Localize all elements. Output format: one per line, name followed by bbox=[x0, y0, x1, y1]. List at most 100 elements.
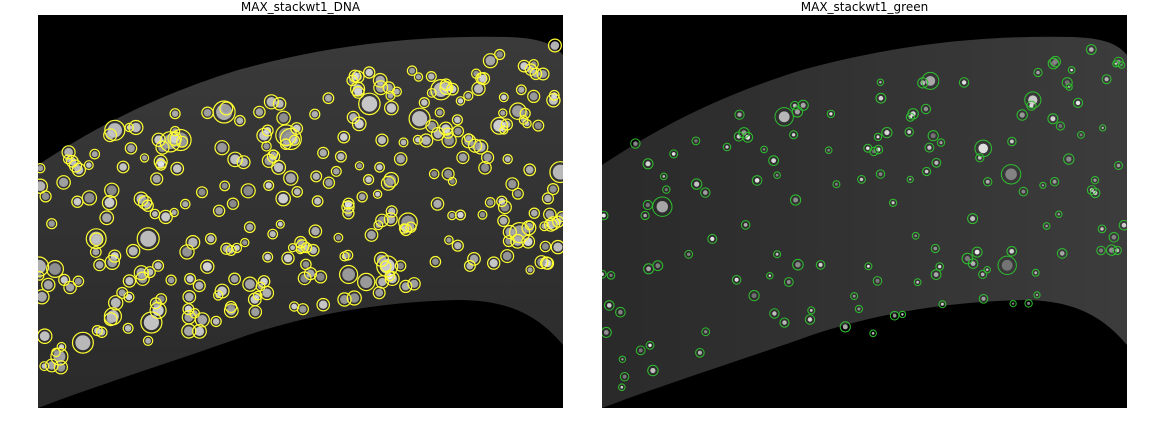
detection-circle bbox=[219, 180, 231, 192]
nucleus bbox=[239, 157, 248, 167]
detection-circle bbox=[196, 186, 209, 199]
detection-circle bbox=[1049, 177, 1060, 187]
nucleus bbox=[433, 199, 442, 208]
detection-circle bbox=[68, 159, 83, 173]
spot bbox=[602, 272, 604, 276]
nucleus bbox=[349, 113, 358, 122]
detection-circle bbox=[384, 100, 399, 116]
detection-circle bbox=[89, 148, 101, 160]
nucleus bbox=[479, 212, 486, 218]
detection-circle bbox=[442, 127, 454, 139]
spot bbox=[1001, 259, 1013, 271]
nucleus bbox=[457, 211, 464, 219]
detection-circle bbox=[283, 170, 299, 186]
nucleus bbox=[188, 237, 198, 248]
detection-circle bbox=[497, 200, 512, 215]
detection-circle bbox=[263, 94, 279, 110]
detection-circle bbox=[484, 196, 496, 208]
detection-circle bbox=[864, 262, 873, 271]
nucleus bbox=[236, 117, 244, 124]
detection-circle bbox=[122, 322, 134, 334]
spot bbox=[1058, 124, 1063, 128]
detection-circle bbox=[83, 160, 94, 171]
detection-circle bbox=[91, 325, 103, 337]
nucleus bbox=[105, 130, 115, 140]
spot bbox=[650, 367, 656, 374]
nucleus bbox=[255, 108, 264, 116]
spot bbox=[1079, 133, 1083, 137]
detection-circle bbox=[38, 328, 53, 344]
detection-circle bbox=[383, 212, 398, 227]
detection-circle bbox=[602, 210, 609, 221]
detection-circle bbox=[618, 355, 627, 363]
detection-circle bbox=[742, 131, 754, 143]
spot bbox=[914, 234, 917, 238]
spot bbox=[1111, 235, 1117, 240]
spot bbox=[622, 374, 627, 379]
nucleus bbox=[293, 188, 301, 196]
detection-circle bbox=[642, 199, 653, 211]
spot bbox=[986, 268, 989, 271]
detection-circle bbox=[181, 310, 197, 325]
nucleus bbox=[416, 74, 421, 80]
detection-circle bbox=[372, 286, 386, 300]
detection-circle bbox=[446, 82, 459, 96]
detection-circle bbox=[350, 81, 366, 97]
nuclei-layer bbox=[38, 41, 563, 372]
nucleus bbox=[421, 99, 428, 106]
detection-circle bbox=[832, 180, 841, 189]
detection-circle bbox=[399, 223, 413, 237]
detection-circle bbox=[542, 207, 557, 222]
detection-circle bbox=[873, 132, 883, 142]
detection-circle bbox=[1112, 245, 1122, 256]
detection-circle bbox=[904, 127, 914, 137]
detection-circle bbox=[502, 224, 517, 240]
detection-circle bbox=[104, 254, 121, 270]
detection-circle bbox=[310, 170, 323, 183]
detection-circle bbox=[660, 172, 668, 181]
detection-circle bbox=[1118, 219, 1127, 231]
nucleus bbox=[354, 119, 364, 129]
spot bbox=[1045, 224, 1048, 228]
detection-circle bbox=[204, 232, 217, 245]
nucleus bbox=[217, 142, 227, 153]
nucleus bbox=[504, 156, 511, 163]
detection-circle bbox=[214, 283, 230, 299]
spot bbox=[934, 160, 939, 165]
detection-circle bbox=[38, 163, 46, 174]
detection-circle bbox=[920, 103, 932, 115]
nucleus bbox=[140, 230, 157, 247]
detection-circle bbox=[502, 235, 515, 248]
nucleus bbox=[400, 139, 407, 146]
detection-circle bbox=[125, 243, 141, 259]
detection-circle bbox=[58, 273, 71, 286]
detection-circle bbox=[905, 112, 915, 122]
nucleus bbox=[525, 166, 534, 174]
detection-circle bbox=[889, 198, 898, 207]
spot bbox=[829, 112, 833, 116]
nucleus bbox=[89, 231, 104, 246]
detection-circle bbox=[751, 175, 763, 186]
detection-circle bbox=[192, 279, 206, 293]
spot bbox=[1052, 59, 1058, 65]
detection-circle bbox=[136, 227, 160, 251]
nucleus bbox=[131, 122, 141, 133]
detection-circle bbox=[170, 161, 185, 176]
nucleus bbox=[385, 83, 393, 92]
detection-circle bbox=[135, 271, 150, 286]
nucleus bbox=[553, 242, 563, 252]
detection-circle bbox=[212, 290, 224, 301]
spot bbox=[876, 135, 880, 139]
detection-circle bbox=[700, 187, 711, 198]
detection-circle bbox=[473, 139, 489, 155]
nucleus bbox=[39, 331, 50, 342]
detection-circle bbox=[1024, 299, 1033, 308]
detection-circle bbox=[169, 128, 192, 152]
detection-circle bbox=[179, 244, 195, 260]
spot bbox=[645, 161, 651, 167]
spot bbox=[795, 262, 801, 268]
detection-circle bbox=[123, 291, 135, 303]
spot bbox=[1075, 100, 1081, 106]
spot bbox=[633, 141, 638, 146]
detection-circle bbox=[116, 160, 130, 174]
